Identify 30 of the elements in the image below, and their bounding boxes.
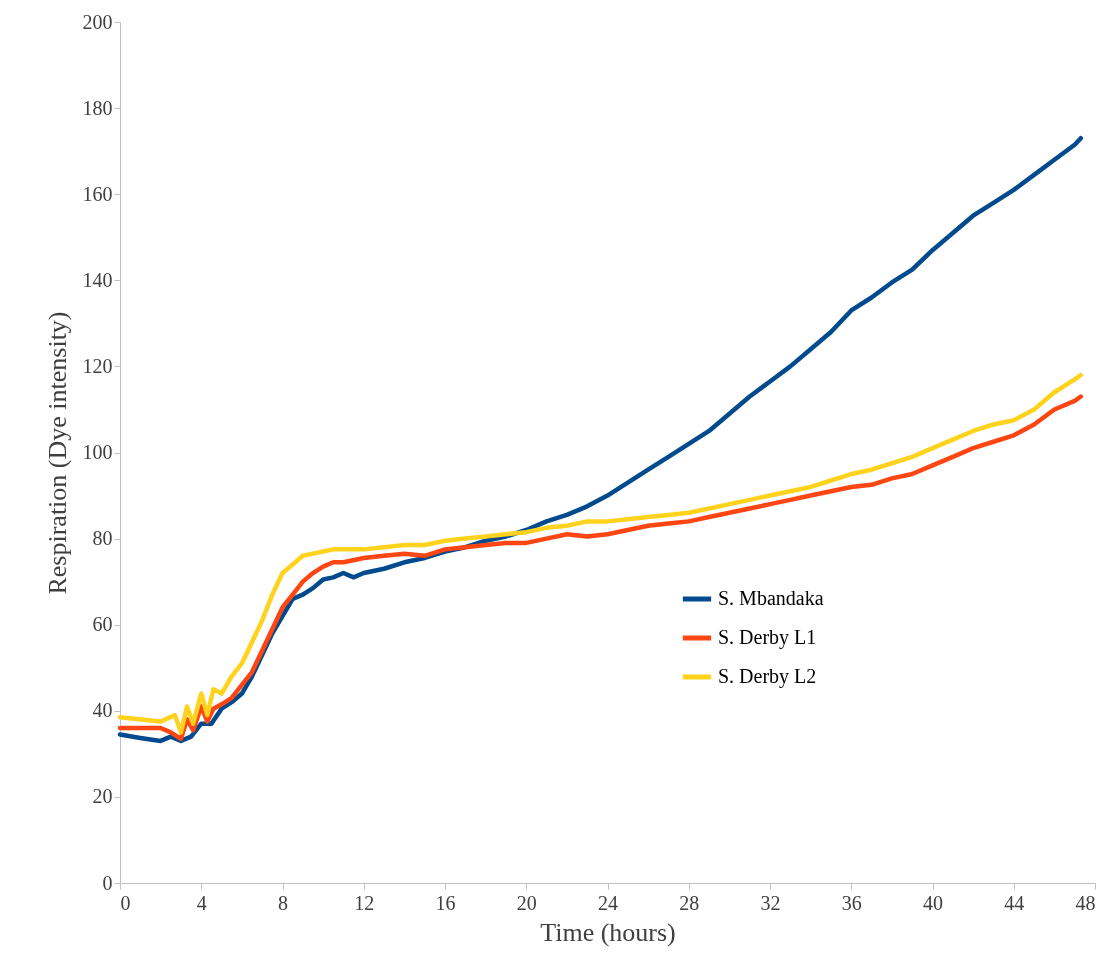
x-tick-label: 4 [196, 891, 207, 914]
legend-label: S. Derby L1 [718, 626, 817, 649]
x-tick-label: 20 [516, 891, 537, 914]
y-tick-label: 200 [82, 10, 113, 33]
x-tick-label: 40 [923, 891, 943, 914]
y-tick-label: 60 [92, 613, 113, 636]
y-tick-label: 100 [82, 441, 113, 463]
x-tick-label: 32 [760, 891, 781, 914]
y-tick-label: 140 [82, 268, 113, 291]
x-tick-label: 0 [120, 891, 131, 914]
y-tick-label: 80 [92, 527, 113, 550]
x-tick-label: 44 [1004, 891, 1025, 914]
x-tick-label: 24 [598, 891, 618, 914]
y-tick-label: 0 [102, 871, 113, 894]
x-tick-label: 16 [435, 891, 456, 914]
legend-label: S. Derby L2 [718, 665, 817, 688]
y-tick-label: 160 [82, 182, 113, 205]
x-axis-title: Time (hours) [540, 917, 676, 947]
legend-label: S. Mbandaka [718, 587, 824, 609]
y-axis-title: Respiration (Dye intensity) [42, 311, 72, 595]
y-tick-label: 180 [82, 96, 113, 119]
x-tick-label: 8 [278, 891, 288, 914]
x-tick-label: 48 [1075, 891, 1096, 914]
y-tick-label: 20 [92, 785, 113, 808]
y-tick-label: 120 [82, 354, 113, 377]
x-tick-label: 36 [841, 891, 862, 914]
line-series [117, 135, 1084, 744]
x-tick-label: 12 [354, 891, 375, 914]
y-tick-label: 40 [92, 699, 113, 722]
x-tick-label: 28 [679, 891, 700, 914]
